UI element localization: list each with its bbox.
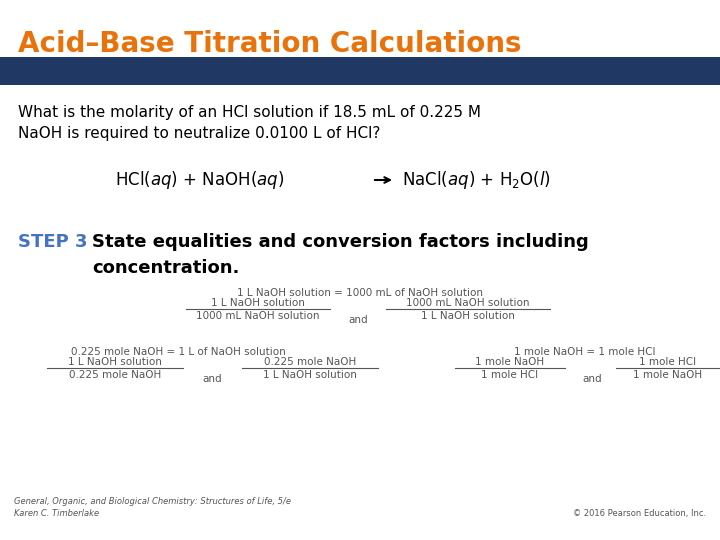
- Text: NaCl($aq$) + H$_2$O($\it{l}$): NaCl($aq$) + H$_2$O($\it{l}$): [402, 169, 551, 191]
- Text: © 2016 Pearson Education, Inc.: © 2016 Pearson Education, Inc.: [573, 509, 706, 518]
- Text: 1 L NaOH solution: 1 L NaOH solution: [211, 298, 305, 308]
- Text: 0.225 mole NaOH = 1 L of NaOH solution: 0.225 mole NaOH = 1 L of NaOH solution: [71, 347, 285, 357]
- Text: and: and: [202, 374, 222, 384]
- Text: 1 L NaOH solution = 1000 mL of NaOH solution: 1 L NaOH solution = 1000 mL of NaOH solu…: [237, 288, 483, 298]
- Text: 0.225 mole NaOH: 0.225 mole NaOH: [264, 357, 356, 367]
- Text: State equalities and conversion factors including: State equalities and conversion factors …: [92, 233, 589, 251]
- Text: concentration.: concentration.: [92, 259, 239, 277]
- Text: 1 mole NaOH = 1 mole HCl: 1 mole NaOH = 1 mole HCl: [514, 347, 656, 357]
- Text: 1 mole HCl: 1 mole HCl: [639, 357, 696, 367]
- Text: and: and: [348, 315, 368, 325]
- Text: General, Organic, and Biological Chemistry: Structures of Life, 5/e
Karen C. Tim: General, Organic, and Biological Chemist…: [14, 497, 291, 518]
- Text: 1000 mL NaOH solution: 1000 mL NaOH solution: [406, 298, 530, 308]
- Text: 1 mole NaOH: 1 mole NaOH: [634, 370, 703, 380]
- Text: What is the molarity of an HCl solution if 18.5 mL of 0.225 M
NaOH is required t: What is the molarity of an HCl solution …: [18, 105, 481, 141]
- Text: HCl($aq$) + NaOH($aq$): HCl($aq$) + NaOH($aq$): [115, 169, 284, 191]
- Text: 1000 mL NaOH solution: 1000 mL NaOH solution: [197, 311, 320, 321]
- Text: 1 L NaOH solution: 1 L NaOH solution: [421, 311, 515, 321]
- Text: and: and: [582, 374, 602, 384]
- Text: 1 mole HCl: 1 mole HCl: [482, 370, 539, 380]
- Text: 0.225 mole NaOH: 0.225 mole NaOH: [69, 370, 161, 380]
- Text: STEP 3: STEP 3: [18, 233, 88, 251]
- Text: 1 mole NaOH: 1 mole NaOH: [475, 357, 544, 367]
- Bar: [0, 57, 720, 85]
- Text: Acid–Base Titration Calculations: Acid–Base Titration Calculations: [18, 30, 521, 58]
- Text: 1 L NaOH solution: 1 L NaOH solution: [263, 370, 357, 380]
- Text: 1 L NaOH solution: 1 L NaOH solution: [68, 357, 162, 367]
